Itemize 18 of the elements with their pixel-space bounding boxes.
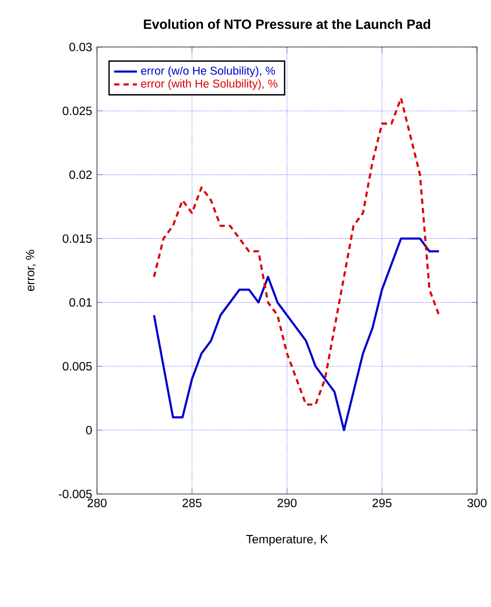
y-tick-label: -0.005 (58, 490, 92, 498)
y-tick-label: 0 (86, 426, 92, 434)
y-tick-label: 0.025 (62, 106, 92, 116)
y-tick-label: 0.02 (69, 170, 92, 179)
legend-label: error (w/o He Solubility), % (141, 66, 275, 77)
x-tick-label: 295 (372, 498, 392, 508)
y-tick-label: 0.005 (62, 362, 92, 371)
x-axis-title: Temperature, K (246, 535, 328, 546)
x-tick-label: 280 (88, 498, 107, 508)
y-axis-title: error, % (26, 250, 36, 292)
y-tick-label: 0.01 (69, 298, 92, 307)
y-tick-label: 0.03 (69, 42, 92, 52)
x-tick-label: 300 (467, 498, 487, 508)
x-tick-label: 290 (278, 498, 297, 508)
legend-label: error (with He Solubility), % (141, 79, 278, 90)
chart-title: Evolution of NTO Pressure at the Launch Pad (144, 19, 430, 29)
y-tick-label: 0.015 (62, 234, 92, 243)
x-tick-label: 285 (182, 498, 202, 508)
